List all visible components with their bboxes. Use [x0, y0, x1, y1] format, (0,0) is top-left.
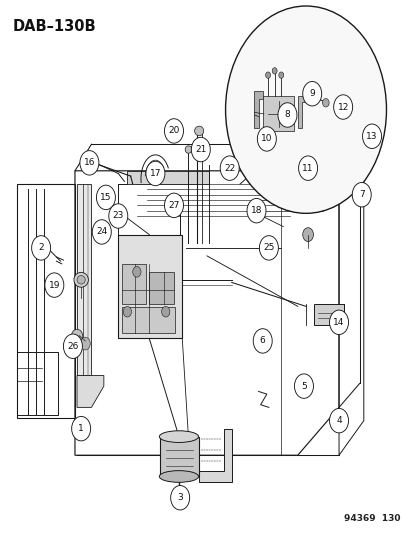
Text: 2: 2 — [38, 244, 44, 253]
Text: 10: 10 — [261, 134, 272, 143]
Bar — [121, 264, 146, 304]
Ellipse shape — [159, 431, 198, 442]
Polygon shape — [254, 91, 262, 128]
Text: 25: 25 — [263, 244, 274, 253]
Ellipse shape — [74, 272, 88, 287]
Text: DAB–130B: DAB–130B — [13, 19, 97, 34]
Circle shape — [277, 103, 296, 127]
Circle shape — [71, 329, 83, 344]
Circle shape — [329, 310, 348, 335]
Bar — [126, 171, 209, 184]
Circle shape — [92, 220, 111, 244]
Bar — [121, 308, 175, 333]
Text: 1: 1 — [78, 424, 84, 433]
Circle shape — [247, 198, 266, 223]
Ellipse shape — [185, 146, 191, 154]
Bar — [77, 184, 91, 375]
Text: 12: 12 — [337, 102, 348, 111]
Ellipse shape — [194, 126, 203, 136]
Circle shape — [271, 68, 276, 74]
Circle shape — [170, 486, 189, 510]
Text: 26: 26 — [67, 342, 78, 351]
Text: 20: 20 — [168, 126, 179, 135]
Text: 24: 24 — [96, 228, 107, 237]
Circle shape — [302, 228, 313, 241]
Text: 16: 16 — [83, 158, 95, 167]
Circle shape — [109, 204, 128, 228]
Circle shape — [294, 374, 313, 398]
Circle shape — [257, 127, 275, 151]
Text: 17: 17 — [150, 169, 161, 178]
Bar — [17, 352, 58, 415]
Bar — [159, 437, 198, 477]
Text: 22: 22 — [223, 164, 235, 173]
Circle shape — [351, 182, 370, 207]
Text: 3: 3 — [177, 493, 183, 502]
Circle shape — [31, 236, 50, 260]
Bar — [149, 272, 173, 304]
Circle shape — [253, 329, 271, 353]
Text: 6: 6 — [259, 336, 265, 345]
Circle shape — [133, 266, 141, 277]
Circle shape — [220, 156, 239, 180]
Circle shape — [80, 337, 90, 350]
Circle shape — [191, 138, 210, 162]
Circle shape — [145, 161, 164, 185]
Text: 27: 27 — [168, 201, 179, 210]
Text: 13: 13 — [366, 132, 377, 141]
Bar — [313, 304, 343, 325]
Circle shape — [63, 334, 82, 359]
Circle shape — [164, 119, 183, 143]
Text: 94369  130: 94369 130 — [344, 514, 400, 523]
Circle shape — [96, 185, 115, 209]
Polygon shape — [77, 375, 104, 407]
Bar — [17, 184, 75, 418]
Circle shape — [259, 236, 278, 260]
Circle shape — [302, 82, 321, 106]
Text: 21: 21 — [195, 145, 206, 154]
Text: 11: 11 — [301, 164, 313, 173]
Text: 9: 9 — [309, 89, 314, 98]
Circle shape — [71, 416, 90, 441]
Circle shape — [164, 193, 183, 217]
Circle shape — [45, 273, 64, 297]
Circle shape — [80, 151, 99, 175]
Text: 4: 4 — [335, 416, 341, 425]
Text: 14: 14 — [332, 318, 344, 327]
Circle shape — [161, 306, 169, 317]
Text: 7: 7 — [358, 190, 364, 199]
Text: 19: 19 — [48, 280, 60, 289]
Text: 8: 8 — [284, 110, 290, 119]
Bar — [262, 96, 293, 131]
Circle shape — [329, 408, 348, 433]
Polygon shape — [297, 96, 313, 128]
Ellipse shape — [77, 276, 85, 284]
Circle shape — [225, 6, 386, 213]
Bar — [118, 235, 182, 338]
Ellipse shape — [159, 471, 198, 482]
Text: 18: 18 — [250, 206, 261, 215]
Circle shape — [362, 124, 381, 149]
Polygon shape — [198, 429, 231, 482]
Circle shape — [265, 72, 270, 78]
Circle shape — [123, 306, 131, 317]
Text: 15: 15 — [100, 193, 112, 202]
Circle shape — [333, 95, 352, 119]
Text: 23: 23 — [112, 212, 123, 221]
Circle shape — [298, 156, 317, 180]
Text: 5: 5 — [300, 382, 306, 391]
Circle shape — [278, 72, 283, 78]
Circle shape — [322, 99, 328, 107]
